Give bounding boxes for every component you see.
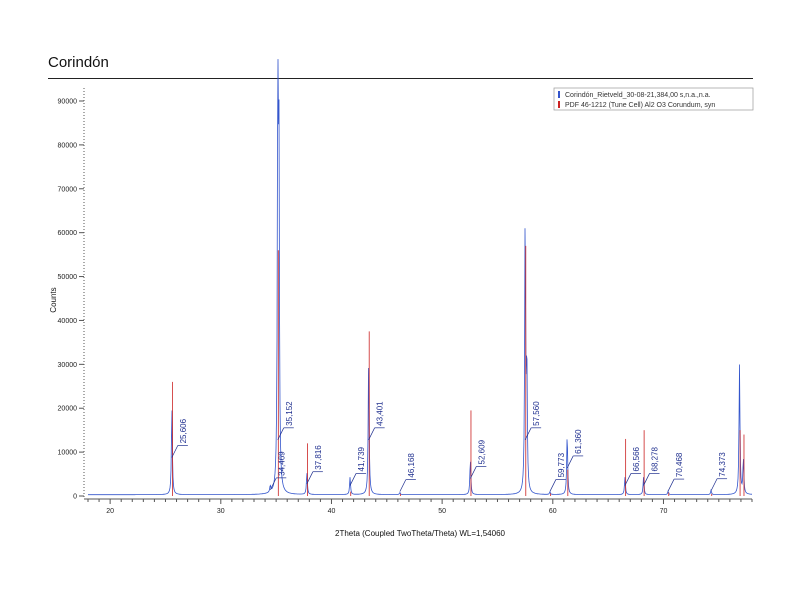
legend-swatch — [558, 101, 560, 108]
y-tick-label: 50000 — [58, 274, 78, 281]
peak-label: 46,168 — [407, 453, 416, 478]
peak-label-leader — [566, 455, 574, 469]
x-tick-label: 40 — [328, 508, 336, 515]
peak-label-leader — [171, 445, 179, 458]
peak-label-leader — [524, 427, 532, 440]
y-tick-label: 30000 — [58, 362, 78, 369]
y-tick-label: 0 — [73, 494, 77, 501]
peak-label: 37,816 — [314, 445, 323, 470]
peak-label-leader — [643, 473, 650, 486]
peak-label: 41,739 — [357, 446, 366, 471]
x-tick-label: 20 — [106, 508, 114, 515]
peak-label-leader — [306, 471, 314, 484]
x-tick-label: 60 — [549, 508, 557, 515]
y-tick-label: 40000 — [58, 318, 78, 325]
peak-label-leader — [349, 473, 357, 486]
legend-box — [553, 87, 754, 111]
peak-label: 52,609 — [477, 439, 486, 464]
peak-label: 35,152 — [285, 401, 294, 426]
measured-pattern-line — [88, 59, 753, 496]
y-tick-label: 70000 — [58, 186, 78, 193]
y-tick-label: 20000 — [58, 406, 78, 413]
peak-label: 57,560 — [532, 401, 541, 426]
peak-label: 74,373 — [718, 452, 727, 477]
y-axis-label: Counts — [49, 287, 58, 312]
legend-swatch — [558, 91, 560, 98]
x-axis-label: 2Theta (Coupled TwoTheta/Theta) WL=1,540… — [335, 529, 506, 538]
legend-entry: Corindón_Rietveld_30-08-21,384,00 s,n.a.… — [565, 92, 711, 99]
peak-label-leader — [710, 478, 718, 491]
y-tick-label: 10000 — [58, 450, 78, 457]
peak-label: 68,278 — [651, 446, 660, 471]
legend-entry: PDF 46-1212 (Tune Cell) Al2 O3 Corundum,… — [565, 102, 715, 109]
peak-label: 43,401 — [376, 401, 385, 426]
peak-label: 61,360 — [574, 429, 583, 454]
page-title: Corindón — [48, 54, 109, 71]
peak-label-leader — [667, 478, 675, 492]
y-tick-label: 80000 — [58, 142, 78, 149]
y-tick-label: 90000 — [58, 99, 78, 106]
peak-label: 59,773 — [557, 452, 566, 477]
title-divider — [48, 78, 753, 79]
x-tick-label: 70 — [660, 508, 668, 515]
peak-label-leader — [277, 427, 285, 440]
peak-label: 66,566 — [632, 446, 641, 471]
peak-label-leader — [624, 473, 632, 486]
peak-label-leader — [549, 479, 557, 492]
peak-label-leader — [470, 466, 477, 479]
peak-label-leader — [269, 477, 277, 491]
peak-label: 70,468 — [675, 452, 684, 477]
peak-label-leader — [368, 427, 375, 440]
peak-label-leader — [399, 479, 407, 492]
y-tick-label: 60000 — [58, 230, 78, 237]
peak-label: 25,606 — [179, 418, 188, 443]
peak-label: 34,469 — [277, 451, 286, 476]
x-tick-label: 30 — [217, 508, 225, 515]
x-tick-label: 50 — [438, 508, 446, 515]
